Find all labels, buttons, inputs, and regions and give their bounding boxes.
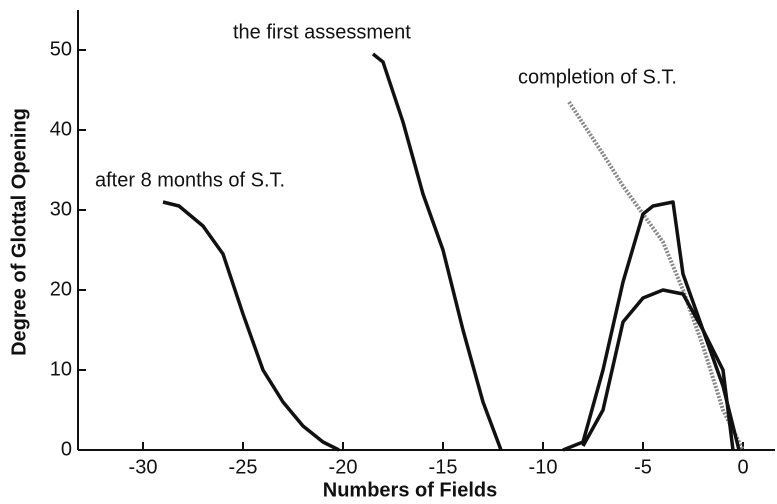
line	[567, 100, 745, 451]
y-tick-label: 30	[50, 198, 72, 220]
line	[562, 200, 735, 452]
line	[371, 52, 503, 451]
x-tick-label: -15	[429, 456, 458, 478]
x-tick-label: -30	[129, 456, 158, 478]
series-label: after 8 months of S.T.	[95, 169, 285, 191]
y-tick-label: 40	[50, 118, 72, 140]
y-tick-label: 0	[61, 438, 72, 460]
x-tick-label: 0	[737, 456, 748, 478]
x-axis-label: Numbers of Fields	[323, 479, 497, 501]
y-tick-label: 20	[50, 278, 72, 300]
line	[162, 200, 340, 452]
x-tick-label: -5	[634, 456, 652, 478]
series-label: the first assessment	[233, 21, 411, 43]
y-tick-label: 10	[50, 358, 72, 380]
x-tick-label: -20	[329, 456, 358, 478]
y-tick-label: 50	[50, 38, 72, 60]
x-tick-label: -25	[229, 456, 258, 478]
series-label: completion of S.T.	[518, 66, 677, 88]
line	[581, 288, 741, 451]
x-tick-label: -10	[529, 456, 558, 478]
y-axis-label: Degree of Glottal Opening	[8, 108, 30, 356]
